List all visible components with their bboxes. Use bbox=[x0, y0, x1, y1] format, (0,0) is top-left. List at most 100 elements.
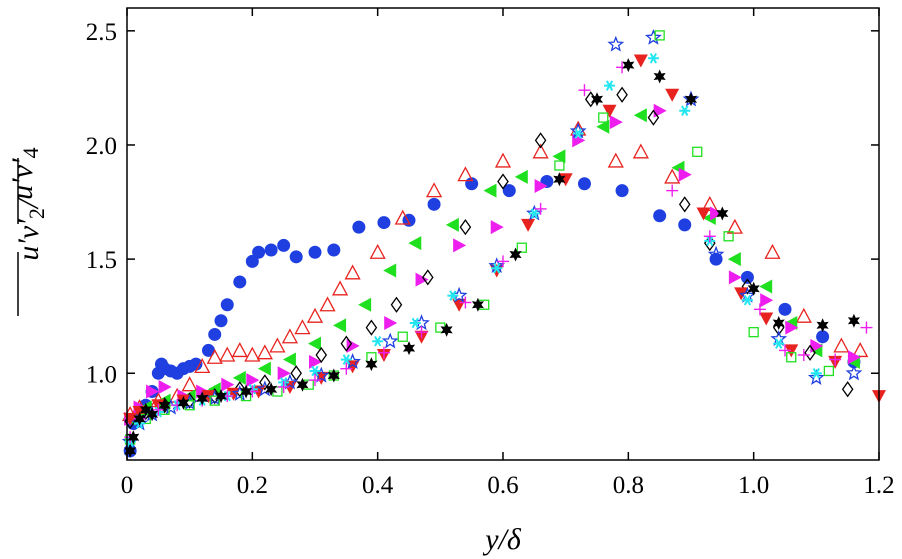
data-point-plus bbox=[459, 296, 472, 309]
data-point-triangle-left bbox=[308, 336, 321, 351]
data-point-filled-star bbox=[365, 357, 378, 372]
data-point-diamond bbox=[365, 319, 378, 336]
y-tick-label: 1.0 bbox=[86, 361, 117, 388]
data-point-triangle-up bbox=[394, 209, 411, 225]
data-point-circle bbox=[189, 357, 203, 371]
data-point-circle bbox=[678, 218, 692, 232]
data-point-triangle-down bbox=[602, 104, 617, 118]
data-point-triangle-left bbox=[257, 361, 271, 376]
data-point-triangle-right bbox=[810, 338, 824, 353]
y-title-part: 2 bbox=[24, 208, 49, 219]
data-point-triangle-up bbox=[664, 168, 681, 184]
series-0-filled-circle bbox=[123, 174, 861, 458]
data-point-triangle-right bbox=[277, 366, 291, 381]
data-point-circle bbox=[214, 314, 228, 328]
y-tick-label: 2.0 bbox=[86, 133, 117, 160]
data-point-triangle-up bbox=[701, 195, 718, 211]
data-point-square bbox=[748, 327, 759, 338]
data-point-triangle-up bbox=[194, 358, 211, 374]
data-point-triangle-up bbox=[181, 376, 198, 392]
data-point-circle bbox=[277, 238, 291, 252]
data-point-filled-star bbox=[177, 395, 190, 410]
data-point-triangle-up bbox=[457, 166, 474, 182]
data-point-triangle-down bbox=[521, 218, 536, 232]
series-6-open-star bbox=[121, 28, 863, 449]
data-point-plus bbox=[309, 374, 321, 387]
data-point-asterisk bbox=[741, 294, 753, 306]
data-point-triangle-right bbox=[710, 206, 724, 221]
y-title-part: u′v′ bbox=[6, 158, 39, 200]
x-tick-label: 0 bbox=[121, 472, 134, 499]
data-point-plus bbox=[534, 202, 547, 215]
data-point-triangle-right bbox=[415, 272, 429, 287]
x-tick-label: 0.4 bbox=[362, 472, 394, 499]
data-point-plus bbox=[779, 344, 791, 357]
data-point-plus bbox=[666, 184, 679, 197]
data-point-plus bbox=[829, 353, 842, 366]
data-point-triangle-right bbox=[534, 179, 548, 194]
data-point-diamond bbox=[804, 344, 816, 361]
series-5-filled-triangle-down bbox=[123, 54, 886, 426]
data-point-filled-star bbox=[553, 172, 566, 187]
data-point-triangle-up bbox=[833, 337, 850, 353]
data-point-triangle-left bbox=[282, 352, 296, 367]
data-point-square bbox=[209, 395, 220, 406]
data-point-triangle-left bbox=[483, 183, 497, 198]
y-title-part: 4 bbox=[18, 147, 43, 158]
data-point-square bbox=[654, 30, 665, 41]
data-point-open-star bbox=[707, 245, 725, 262]
data-point-triangle-left bbox=[232, 370, 246, 385]
data-point-square bbox=[723, 231, 734, 242]
data-point-asterisk bbox=[773, 338, 785, 349]
data-point-circle bbox=[577, 177, 591, 191]
tick-labels: 0 0.2 0.4 0.6 0.8 1.0 1.2 1.0 1.5 2.0 2.5 bbox=[86, 19, 895, 499]
series-10-filled-star bbox=[124, 58, 860, 458]
data-point-filled-star bbox=[296, 377, 309, 392]
data-point-triangle-down bbox=[696, 207, 711, 221]
data-point-triangle-left bbox=[408, 236, 422, 251]
data-point-plus bbox=[703, 230, 716, 243]
data-point-filled-star bbox=[440, 322, 453, 337]
data-point-circle bbox=[402, 213, 416, 227]
data-point-triangle-up bbox=[532, 143, 549, 159]
data-point-filled-star bbox=[847, 313, 860, 328]
data-point-triangle-up bbox=[231, 342, 248, 358]
data-point-triangle-left bbox=[727, 252, 741, 267]
data-point-filled-star bbox=[139, 402, 152, 417]
data-point-triangle-left bbox=[552, 149, 566, 164]
data-point-filled-star bbox=[158, 398, 171, 413]
data-point-triangle-right bbox=[490, 220, 504, 235]
data-point-triangle-right bbox=[246, 373, 260, 388]
data-point-asterisk bbox=[647, 52, 659, 64]
data-point-plus bbox=[340, 362, 353, 375]
data-point-diamond bbox=[422, 269, 434, 286]
data-point-plus bbox=[497, 255, 509, 268]
data-point-triangle-up bbox=[369, 243, 386, 259]
data-point-triangle-right bbox=[453, 238, 467, 253]
data-point-triangle-down bbox=[784, 344, 799, 358]
data-point-filled-star bbox=[471, 297, 484, 312]
data-point-triangle-up bbox=[331, 280, 349, 296]
x-tick-label: 0.2 bbox=[237, 472, 268, 499]
data-point-asterisk bbox=[679, 105, 691, 116]
data-point-triangle-up bbox=[281, 328, 299, 344]
data-point-circle bbox=[740, 270, 754, 284]
data-point-triangle-up bbox=[244, 346, 261, 362]
y-title-part: / bbox=[12, 197, 45, 210]
data-point-diamond bbox=[290, 365, 302, 382]
data-point-triangle-up bbox=[256, 344, 273, 360]
data-point-triangle-up bbox=[795, 307, 812, 323]
data-point-triangle-right bbox=[384, 316, 398, 331]
data-point-square bbox=[823, 365, 835, 377]
x-axis-title: y/δ bbox=[482, 523, 522, 556]
data-point-triangle-right bbox=[309, 354, 322, 369]
data-point-filled-star bbox=[133, 411, 146, 426]
series-7-open-square bbox=[124, 30, 835, 445]
data-point-diamond bbox=[678, 196, 691, 213]
data-point-asterisk bbox=[491, 262, 503, 274]
y-title-part: u′v′ bbox=[12, 219, 45, 261]
data-point-diamond bbox=[390, 296, 403, 313]
plot-frame bbox=[126, 7, 880, 461]
data-point-filled-star bbox=[816, 318, 829, 333]
